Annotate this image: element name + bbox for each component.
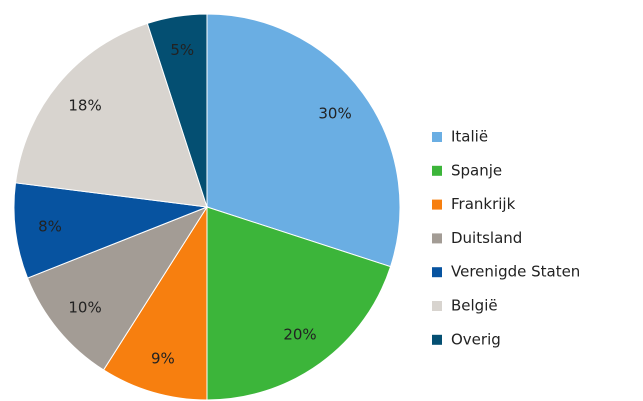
pie-slice [146, 13, 208, 208]
legend-swatch [432, 233, 442, 244]
pie-slice [13, 182, 208, 279]
legend-label: Italië [451, 128, 488, 146]
data-label: 30% [318, 104, 351, 122]
legend-label: Frankrijk [451, 195, 516, 213]
data-label: 20% [283, 326, 316, 344]
data-label: 10% [68, 298, 101, 316]
legend-label: Spanje [451, 161, 502, 179]
pie-slice [26, 205, 209, 371]
pie-slice [206, 206, 392, 401]
legend-swatch [432, 267, 442, 278]
legend-label: Duitsland [451, 229, 522, 247]
legend-label: Verenigde Staten [451, 263, 580, 281]
data-label: 9% [151, 349, 175, 367]
data-label: 18% [68, 97, 101, 115]
legend-label: Overig [451, 330, 501, 348]
legend-swatch [432, 132, 442, 142]
data-label: 5% [170, 41, 194, 59]
legend-swatch [432, 165, 442, 176]
pie-slice [206, 13, 401, 268]
data-label: 8% [38, 217, 62, 235]
legend-swatch [432, 334, 442, 345]
legend-swatch [432, 301, 442, 311]
legend-swatch [432, 199, 442, 210]
legend-label: België [451, 297, 498, 315]
pie-slice [102, 205, 208, 401]
pie-slice [14, 22, 208, 208]
